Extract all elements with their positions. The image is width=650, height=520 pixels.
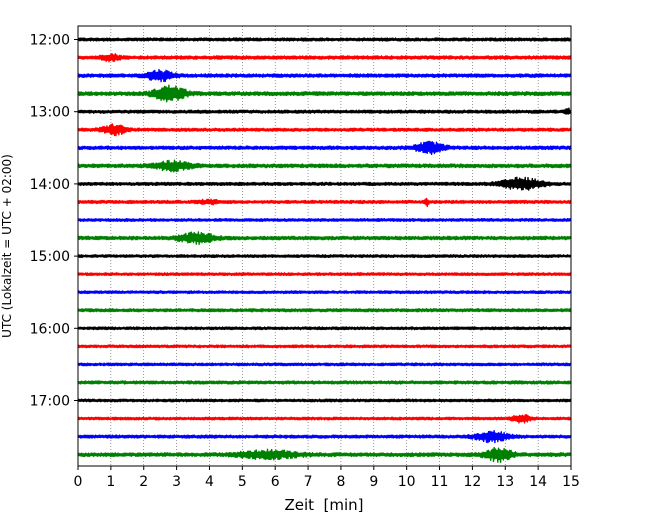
trace-1215: [77, 53, 572, 63]
trace-1445: [77, 231, 572, 245]
trace-1730: [77, 429, 572, 444]
y-tick-label: 15:00: [30, 249, 70, 265]
trace-1545: [77, 308, 572, 313]
trace-1200: [77, 37, 572, 42]
x-tick-label: 5: [238, 474, 247, 490]
trace-1245: [77, 84, 572, 103]
x-tick-label: 15: [562, 474, 580, 490]
trace-1500: [77, 254, 572, 259]
trace-1645: [77, 380, 572, 385]
x-tick-label: 14: [529, 474, 547, 490]
trace-1400: [77, 176, 572, 191]
trace-1415: [77, 197, 572, 208]
trace-1700: [77, 398, 572, 403]
y-axis: 12:00 13:00 14:00 15:00 16:00 17:00: [30, 33, 78, 410]
x-tick-label: 3: [172, 474, 181, 490]
trace-1315: [77, 123, 572, 137]
x-tick-label: 9: [369, 474, 378, 490]
x-tick-label: 11: [431, 474, 449, 490]
y-axis-label: UTC (Lokalzeit = UTC + 02:00): [0, 154, 14, 338]
y-tick-label: 17:00: [30, 394, 70, 410]
y-tick-label: 14:00: [30, 177, 70, 193]
trace-1515: [77, 272, 572, 277]
trace-1230: [77, 68, 572, 83]
plot-frame: [77, 25, 572, 467]
x-tick-label: 4: [205, 474, 214, 490]
x-tick-label: 13: [496, 474, 514, 490]
trace-1530: [77, 290, 572, 295]
trace-1345: [77, 159, 572, 173]
x-tick-label: 10: [398, 474, 416, 490]
y-tick-label: 13:00: [30, 105, 70, 121]
x-tick-label: 2: [139, 474, 148, 490]
trace-1430: [77, 217, 572, 223]
grid-lines: [110, 26, 539, 466]
trace-1615: [77, 344, 572, 349]
x-tick-label: 0: [74, 474, 83, 490]
trace-1715: [77, 414, 572, 424]
trace-1630: [77, 362, 572, 367]
x-axis: 0 1 2 3 4 5 6 7 8 9 10 11 12 13 14 15: [74, 466, 580, 490]
trace-1600: [77, 326, 572, 331]
trace-1745: [77, 446, 572, 463]
x-tick-label: 7: [304, 474, 313, 490]
x-axis-label: Zeit [min]: [284, 496, 363, 514]
y-tick-label: 16:00: [30, 321, 70, 337]
trace-1300: [77, 107, 572, 115]
x-tick-label: 1: [106, 474, 115, 490]
x-tick-label: 6: [271, 474, 280, 490]
trace-group: [77, 37, 572, 463]
y-tick-label: 12:00: [30, 33, 70, 49]
trace-1330: [77, 140, 572, 156]
x-tick-label: 8: [336, 474, 345, 490]
x-tick-label: 12: [463, 474, 481, 490]
